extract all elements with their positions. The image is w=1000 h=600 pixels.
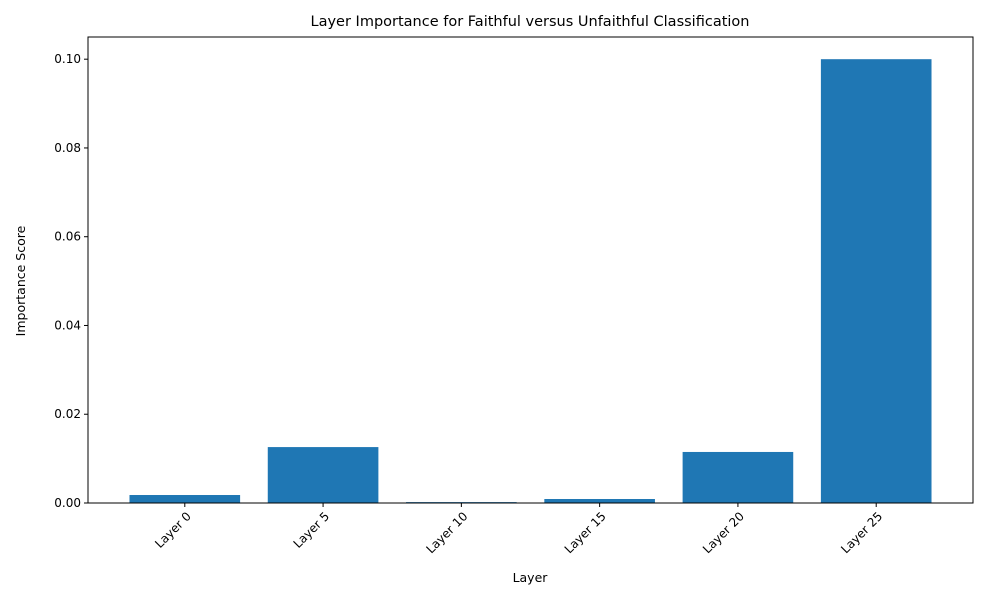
- y-axis: 0.00 0.02 0.04 0.06 0.08 0.10: [54, 52, 88, 510]
- x-tick-label: Layer 15: [562, 509, 609, 556]
- x-axis-label: Layer: [513, 570, 549, 585]
- y-tick-label: 0.08: [54, 141, 81, 155]
- y-tick-label: 0.00: [54, 496, 81, 510]
- x-tick-label: Layer 5: [291, 509, 333, 551]
- bar-layer-15: [544, 499, 655, 503]
- y-tick-label: 0.04: [54, 318, 81, 332]
- bar-layer-20: [682, 451, 794, 503]
- bar-layer-25: [820, 59, 932, 503]
- bar-layer-5: [267, 447, 379, 503]
- bar-layer-0: [129, 495, 241, 503]
- y-tick-label: 0.02: [54, 407, 81, 421]
- x-tick-label: Layer 25: [838, 509, 885, 556]
- y-tick-label: 0.10: [54, 52, 81, 66]
- x-tick-label: Layer 20: [700, 509, 747, 556]
- y-tick-label: 0.06: [54, 230, 81, 244]
- bars-group: [129, 59, 932, 503]
- x-tick-label: Layer 0: [152, 509, 194, 551]
- y-axis-label: Importance Score: [13, 225, 28, 336]
- x-axis: Layer 0 Layer 5 Layer 10 Layer 15 Layer 20 La…: [152, 503, 885, 556]
- chart-title: Layer Importance for Faithful versus Unf…: [311, 14, 750, 30]
- plot-frame: [87, 36, 974, 504]
- x-tick-label: Layer 10: [423, 509, 470, 556]
